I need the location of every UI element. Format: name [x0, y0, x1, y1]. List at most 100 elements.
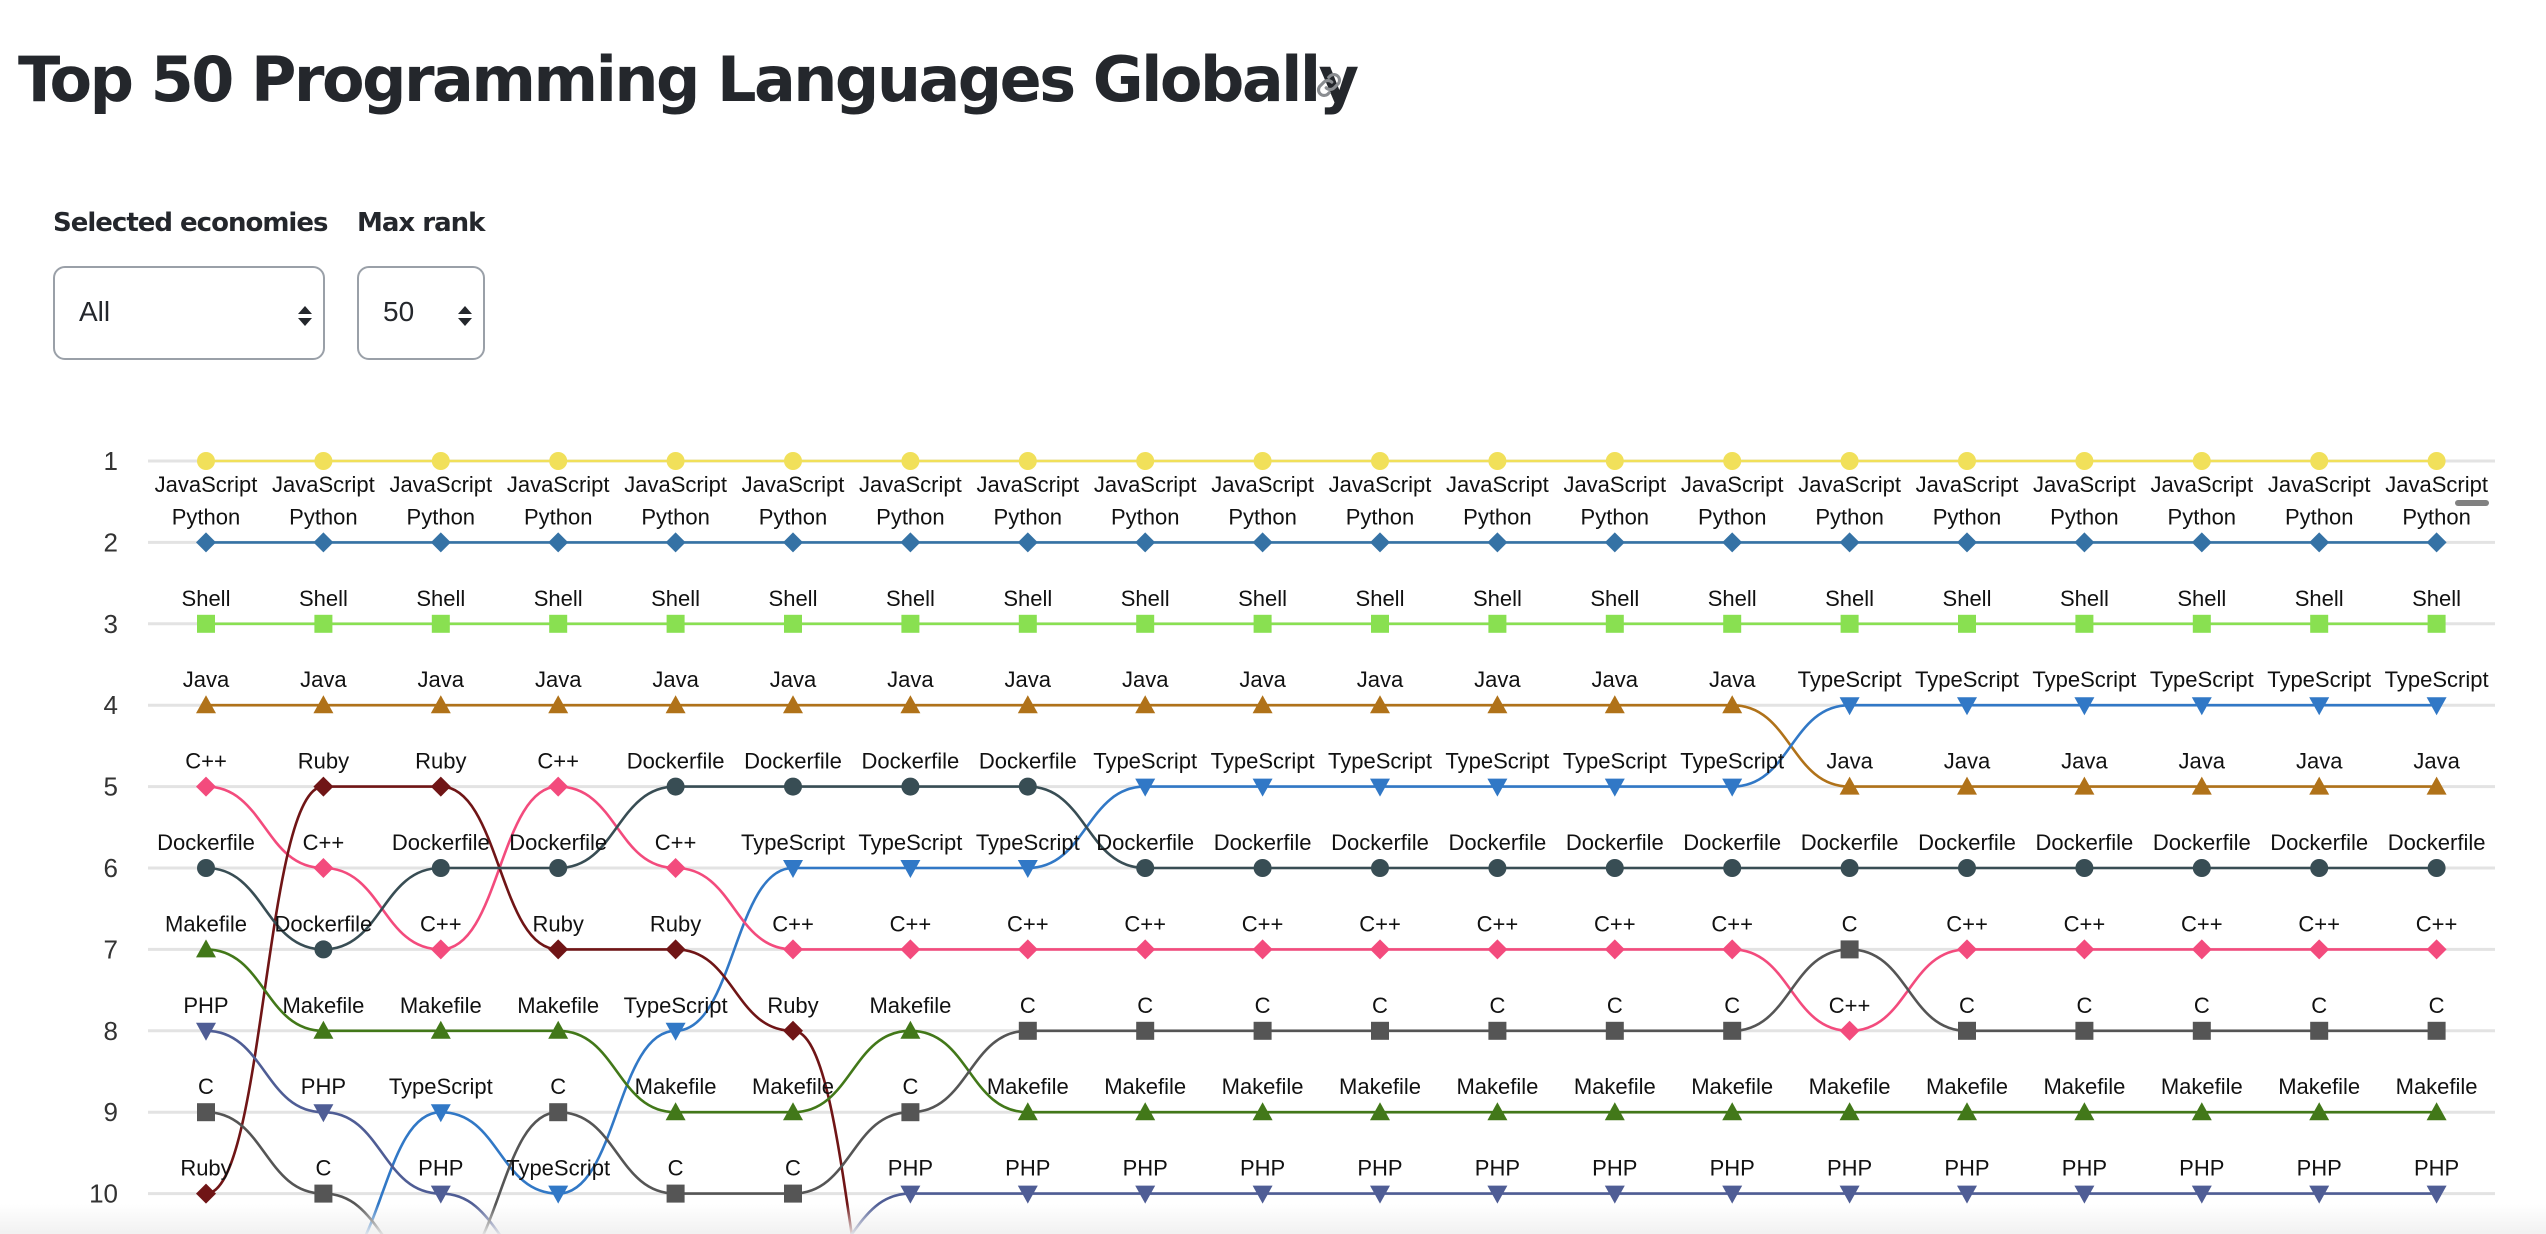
diamond-marker-icon[interactable]: [313, 858, 334, 878]
triangle-up-marker-icon[interactable]: [548, 1020, 569, 1039]
triangle-down-marker-icon[interactable]: [1370, 1185, 1390, 1204]
square-marker-icon[interactable]: [666, 1184, 685, 1203]
circle-marker-icon[interactable]: [314, 452, 333, 470]
triangle-down-marker-icon[interactable]: [1252, 1185, 1273, 1204]
triangle-down-marker-icon[interactable]: [1722, 778, 1743, 797]
diamond-marker-icon[interactable]: [1604, 532, 1625, 553]
circle-marker-icon[interactable]: [1371, 452, 1389, 470]
triangle-down-marker-icon[interactable]: [548, 1185, 569, 1204]
diamond-marker-icon[interactable]: [1604, 939, 1625, 960]
triangle-up-marker-icon[interactable]: [1487, 695, 1508, 714]
triangle-up-marker-icon[interactable]: [2426, 1102, 2447, 1121]
square-marker-icon[interactable]: [549, 1103, 568, 1122]
triangle-down-marker-icon[interactable]: [2309, 697, 2330, 716]
circle-marker-icon[interactable]: [549, 452, 568, 470]
triangle-up-marker-icon[interactable]: [313, 1020, 334, 1039]
square-marker-icon[interactable]: [2310, 614, 2329, 633]
diamond-marker-icon[interactable]: [548, 939, 569, 960]
diamond-marker-icon[interactable]: [1017, 939, 1038, 960]
square-marker-icon[interactable]: [1958, 614, 1976, 633]
circle-marker-icon[interactable]: [1136, 452, 1155, 470]
square-marker-icon[interactable]: [1136, 1021, 1155, 1040]
triangle-down-marker-icon[interactable]: [1487, 778, 1508, 797]
triangle-up-marker-icon[interactable]: [1604, 695, 1625, 714]
triangle-up-marker-icon[interactable]: [1252, 695, 1273, 714]
diamond-marker-icon[interactable]: [2426, 939, 2447, 960]
diamond-marker-icon[interactable]: [783, 939, 803, 960]
circle-marker-icon[interactable]: [2427, 452, 2446, 470]
diamond-marker-icon[interactable]: [313, 776, 334, 797]
circle-marker-icon[interactable]: [784, 452, 802, 470]
triangle-up-marker-icon[interactable]: [313, 695, 334, 714]
triangle-up-marker-icon[interactable]: [1370, 695, 1390, 714]
circle-marker-icon[interactable]: [1488, 452, 1507, 470]
circle-marker-icon[interactable]: [1371, 859, 1389, 877]
series-line-php[interactable]: [205, 1029, 2437, 1234]
triangle-up-marker-icon[interactable]: [900, 1020, 921, 1039]
diamond-marker-icon[interactable]: [1135, 939, 1156, 960]
square-marker-icon[interactable]: [1488, 614, 1507, 633]
square-marker-icon[interactable]: [901, 614, 920, 633]
triangle-up-marker-icon[interactable]: [1957, 776, 1977, 795]
square-marker-icon[interactable]: [1605, 1021, 1624, 1040]
circle-marker-icon[interactable]: [1840, 859, 1859, 877]
square-marker-icon[interactable]: [1018, 614, 1037, 633]
square-marker-icon[interactable]: [2310, 1021, 2329, 1040]
square-marker-icon[interactable]: [1840, 940, 1859, 959]
triangle-down-marker-icon[interactable]: [1370, 778, 1390, 797]
triangle-up-marker-icon[interactable]: [2191, 776, 2212, 795]
triangle-up-marker-icon[interactable]: [1604, 1102, 1625, 1121]
diamond-marker-icon[interactable]: [2309, 532, 2330, 553]
diamond-marker-icon[interactable]: [783, 1020, 803, 1041]
triangle-up-marker-icon[interactable]: [783, 1102, 803, 1121]
circle-marker-icon[interactable]: [2310, 859, 2329, 877]
circle-marker-icon[interactable]: [431, 859, 450, 877]
triangle-up-marker-icon[interactable]: [2426, 776, 2447, 795]
max-rank-select[interactable]: 50: [357, 266, 485, 360]
circle-marker-icon[interactable]: [2192, 452, 2211, 470]
triangle-down-marker-icon[interactable]: [2074, 1185, 2095, 1204]
diamond-marker-icon[interactable]: [1839, 1020, 1860, 1041]
diamond-marker-icon[interactable]: [313, 532, 334, 553]
diamond-marker-icon[interactable]: [665, 939, 686, 960]
diamond-marker-icon[interactable]: [1252, 532, 1273, 553]
triangle-up-marker-icon[interactable]: [1135, 695, 1156, 714]
triangle-up-marker-icon[interactable]: [430, 695, 451, 714]
diamond-marker-icon[interactable]: [196, 1183, 216, 1204]
economies-select[interactable]: All: [53, 266, 325, 360]
diamond-marker-icon[interactable]: [1135, 532, 1156, 553]
triangle-up-marker-icon[interactable]: [1370, 1102, 1390, 1121]
triangle-up-marker-icon[interactable]: [2309, 776, 2330, 795]
circle-marker-icon[interactable]: [2192, 859, 2211, 877]
circle-marker-icon[interactable]: [2075, 452, 2094, 470]
diamond-marker-icon[interactable]: [548, 776, 569, 797]
diamond-marker-icon[interactable]: [548, 532, 569, 553]
square-marker-icon[interactable]: [1488, 1021, 1507, 1040]
diamond-marker-icon[interactable]: [900, 939, 921, 960]
circle-marker-icon[interactable]: [197, 452, 215, 470]
square-marker-icon[interactable]: [666, 614, 685, 633]
circle-marker-icon[interactable]: [901, 452, 920, 470]
diamond-marker-icon[interactable]: [783, 532, 803, 553]
circle-marker-icon[interactable]: [1723, 859, 1742, 877]
square-marker-icon[interactable]: [2427, 1021, 2446, 1040]
diamond-marker-icon[interactable]: [196, 776, 216, 797]
circle-marker-icon[interactable]: [197, 859, 215, 877]
diamond-marker-icon[interactable]: [1957, 532, 1977, 553]
triangle-down-marker-icon[interactable]: [2191, 697, 2212, 716]
square-marker-icon[interactable]: [314, 1184, 333, 1203]
triangle-down-marker-icon[interactable]: [1135, 778, 1156, 797]
triangle-up-marker-icon[interactable]: [2074, 1102, 2095, 1121]
triangle-down-marker-icon[interactable]: [783, 860, 803, 878]
diamond-marker-icon[interactable]: [2426, 532, 2447, 553]
triangle-down-marker-icon[interactable]: [196, 1022, 216, 1041]
triangle-up-marker-icon[interactable]: [1017, 695, 1038, 714]
triangle-down-marker-icon[interactable]: [1252, 778, 1273, 797]
triangle-down-marker-icon[interactable]: [2074, 697, 2095, 716]
triangle-down-marker-icon[interactable]: [2426, 697, 2447, 716]
square-marker-icon[interactable]: [197, 614, 215, 633]
square-marker-icon[interactable]: [1840, 614, 1859, 633]
square-marker-icon[interactable]: [1371, 614, 1389, 633]
diamond-marker-icon[interactable]: [1017, 532, 1038, 553]
circle-marker-icon[interactable]: [666, 777, 685, 796]
